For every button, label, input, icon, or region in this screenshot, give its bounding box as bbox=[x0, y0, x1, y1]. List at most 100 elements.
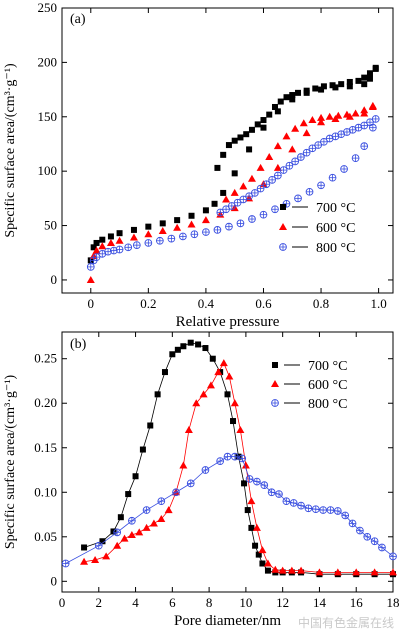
data-point bbox=[135, 528, 144, 536]
x-tick-label: 16 bbox=[350, 595, 364, 610]
data-point bbox=[113, 541, 122, 549]
data-point bbox=[125, 491, 132, 498]
data-point bbox=[260, 481, 269, 490]
legend-marker bbox=[271, 399, 279, 407]
data-point-desorption bbox=[256, 184, 265, 193]
legend-marker bbox=[279, 243, 287, 251]
data-point bbox=[184, 425, 193, 433]
data-point-adsorption bbox=[107, 233, 114, 240]
y-tick-label: 150 bbox=[38, 109, 58, 124]
data-point bbox=[186, 479, 195, 488]
data-point bbox=[370, 537, 379, 546]
data-point-desorption bbox=[220, 151, 227, 158]
data-point-adsorption bbox=[213, 226, 222, 234]
data-point-desorption bbox=[366, 70, 373, 77]
data-point bbox=[370, 568, 379, 576]
data-point bbox=[263, 559, 272, 567]
data-point-adsorption bbox=[317, 181, 325, 190]
data-point bbox=[297, 501, 305, 510]
data-point-adsorption bbox=[305, 187, 314, 196]
data-point-adsorption bbox=[167, 234, 176, 243]
data-point-desorption bbox=[342, 110, 351, 118]
data-point-adsorption bbox=[92, 246, 101, 254]
data-point-desorption bbox=[225, 142, 232, 149]
data-point bbox=[179, 461, 188, 469]
x-tick-label: 0 bbox=[88, 296, 95, 311]
data-point-desorption bbox=[320, 137, 328, 146]
data-point bbox=[161, 369, 168, 376]
legend-label: 700 °C bbox=[308, 359, 347, 374]
data-point-adsorption bbox=[246, 146, 253, 153]
y-tick-label: 100 bbox=[38, 163, 58, 178]
data-point bbox=[230, 399, 239, 407]
legend-label: 800 °C bbox=[308, 397, 347, 412]
data-point-adsorption bbox=[273, 163, 282, 171]
data-point-adsorption bbox=[294, 194, 302, 203]
data-point-desorption bbox=[254, 121, 261, 128]
data-point-adsorption bbox=[288, 145, 297, 153]
data-point-adsorption bbox=[156, 236, 164, 245]
series-1 bbox=[86, 101, 377, 283]
data-point-desorption bbox=[262, 180, 271, 189]
data-point bbox=[180, 343, 187, 350]
data-point-adsorption bbox=[115, 245, 124, 254]
legend-marker bbox=[280, 204, 286, 210]
data-point bbox=[252, 523, 261, 531]
data-point bbox=[187, 339, 194, 346]
panel-label: (b) bbox=[70, 337, 87, 352]
y-tick-label: 0 bbox=[51, 272, 58, 287]
data-point-desorption bbox=[317, 113, 326, 121]
data-point bbox=[172, 488, 180, 497]
data-point bbox=[231, 452, 239, 461]
data-point-adsorption bbox=[188, 212, 195, 219]
legend: 700 °C 600 °C 800 °C bbox=[271, 359, 347, 412]
data-point-adsorption bbox=[124, 243, 133, 252]
data-point bbox=[164, 506, 173, 514]
y-tick-label: 0.10 bbox=[34, 484, 57, 499]
data-point-adsorption bbox=[173, 223, 182, 231]
data-point bbox=[157, 497, 166, 506]
data-point bbox=[174, 346, 181, 353]
data-point bbox=[81, 544, 88, 551]
data-point bbox=[147, 422, 154, 429]
data-point-desorption bbox=[214, 164, 221, 171]
data-point-adsorption bbox=[90, 244, 97, 251]
chart-panel-a: 0 0.2 0.4 0.6 0.8 1.0 0 50 100 150 200 250 Relative … bbox=[3, 0, 394, 330]
data-point-desorption bbox=[320, 83, 327, 90]
data-point-desorption bbox=[274, 171, 282, 180]
legend-label: 600 °C bbox=[308, 378, 347, 393]
data-point-desorption bbox=[297, 153, 305, 161]
data-point-desorption bbox=[308, 144, 317, 153]
data-point bbox=[245, 475, 254, 483]
x-tick-label: 1.0 bbox=[370, 296, 386, 311]
data-point-adsorption bbox=[282, 199, 291, 208]
data-point-desorption bbox=[291, 157, 299, 166]
chart-panel-b: 0 2 4 6 8 10 12 14 16 18 0 0.05 0.10 0.15 0.20 0.25 Pore… bbox=[3, 331, 400, 629]
data-point-desorption bbox=[302, 148, 311, 157]
x-axis-label: Relative pressure bbox=[176, 314, 280, 330]
data-point-adsorption bbox=[98, 242, 107, 250]
data-point bbox=[326, 506, 335, 514]
data-point bbox=[139, 446, 146, 453]
data-point bbox=[223, 452, 232, 461]
data-point bbox=[192, 399, 201, 407]
data-point-adsorption bbox=[260, 124, 267, 131]
data-point bbox=[99, 538, 106, 545]
data-point-adsorption bbox=[317, 118, 326, 126]
data-point-adsorption bbox=[328, 173, 337, 182]
data-point bbox=[206, 381, 215, 389]
x-tick-label: 10 bbox=[239, 595, 252, 610]
legend: 700 °C 600 °C 800 °C bbox=[279, 201, 355, 256]
y-axis-label: Specific surface area/(cm³·g⁻¹) bbox=[3, 63, 18, 238]
data-point bbox=[128, 516, 136, 525]
x-tick-label: 0.6 bbox=[255, 296, 272, 311]
data-point bbox=[278, 566, 287, 574]
data-point bbox=[247, 497, 256, 505]
series-1 bbox=[80, 359, 397, 576]
x-tick-label: 14 bbox=[313, 595, 327, 610]
data-point-desorption bbox=[355, 77, 362, 84]
data-point bbox=[157, 514, 166, 522]
data-point bbox=[267, 488, 276, 497]
data-point-desorption bbox=[283, 94, 290, 101]
data-point-adsorption bbox=[340, 165, 348, 173]
